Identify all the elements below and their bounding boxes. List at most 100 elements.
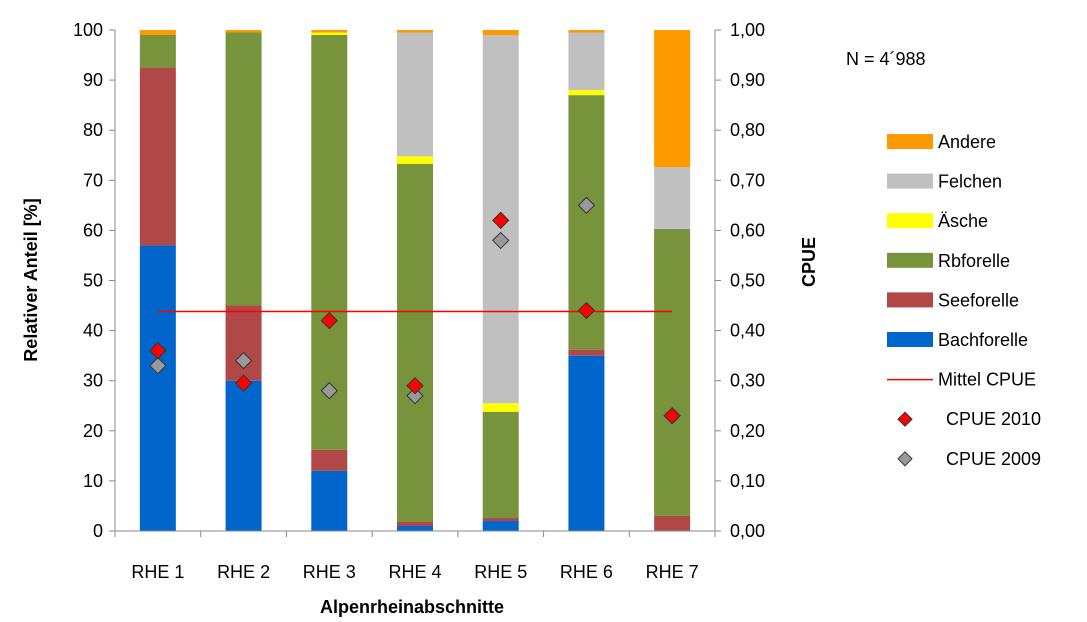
y-tick-label: 30 bbox=[83, 371, 103, 391]
y-tick-label: 20 bbox=[83, 421, 103, 441]
legend-item: CPUE 2009 bbox=[897, 449, 1041, 469]
legend-label: Mittel CPUE bbox=[938, 370, 1036, 390]
bar-segment-seeforelle-6 bbox=[568, 349, 605, 356]
bar-segment-bachforelle-5 bbox=[482, 520, 519, 531]
legend-item: Rbforelle bbox=[887, 251, 1010, 271]
y-tick-label: 60 bbox=[83, 220, 103, 240]
y-tick-label: 10 bbox=[83, 471, 103, 491]
x-tick-label: RHE 7 bbox=[646, 562, 699, 582]
legend-swatch bbox=[887, 213, 933, 229]
legend-item: Mittel CPUE bbox=[887, 370, 1036, 390]
y2-tick-label: 0,30 bbox=[730, 371, 765, 391]
x-tick-label: RHE 2 bbox=[217, 562, 270, 582]
bar-segment-andere-4 bbox=[397, 30, 433, 33]
y-axis-right: 0,00 0,10 0,20 0,30 0,40 0,50 0,60 0,70 0,80 0,90… bbox=[714, 20, 765, 541]
y2-tick-label: 0,60 bbox=[730, 220, 765, 240]
y2-tick-label: 0,40 bbox=[730, 321, 765, 341]
cpue-2010-marker-3 bbox=[320, 311, 338, 330]
y-tick-label: 50 bbox=[83, 271, 103, 291]
y-tick-label: 90 bbox=[83, 70, 103, 90]
bar-segment-andere-3 bbox=[311, 30, 348, 33]
legend-label: CPUE 2009 bbox=[946, 449, 1041, 469]
bar-segment-seeforelle-5 bbox=[482, 517, 519, 521]
bar-segment-bachforelle-4 bbox=[397, 525, 433, 531]
y2-tick-label: 0,90 bbox=[730, 70, 765, 90]
bar-segment-seeforelle-4 bbox=[397, 521, 433, 526]
y-tick-label: 100 bbox=[73, 20, 103, 40]
bar-segment-äsche-3 bbox=[311, 32, 348, 36]
y-tick-label: 40 bbox=[83, 321, 103, 341]
legend: Andere Felchen Äsche Rbforelle Seeforelle Bac… bbox=[887, 132, 1041, 469]
bar-segment-rbforelle-7 bbox=[654, 228, 691, 516]
legend-item: Andere bbox=[887, 132, 996, 152]
y2-tick-label: 0,00 bbox=[730, 521, 765, 541]
x-axis: RHE 1 RHE 2 RHE 3 RHE 4 RHE 5 RHE 6 RHE 7 bbox=[114, 530, 716, 582]
bar-segment-rbforelle-3 bbox=[311, 35, 348, 450]
cpue-2009-marker-1 bbox=[149, 356, 167, 375]
cpue-2010-marker-2 bbox=[234, 374, 253, 392]
legend-marker bbox=[897, 451, 913, 467]
bar-segment-seeforelle-2 bbox=[225, 305, 262, 381]
bar-segment-bachforelle-3 bbox=[311, 470, 348, 531]
x-tick-label: RHE 5 bbox=[474, 562, 527, 582]
bar-segment-rbforelle-2 bbox=[225, 32, 262, 306]
y2-tick-label: 1,00 bbox=[730, 20, 765, 40]
bar-segment-bachforelle-6 bbox=[568, 355, 605, 531]
cpue-2009-marker-4 bbox=[406, 387, 424, 405]
legend-marker bbox=[897, 411, 913, 427]
bar-segment-andere-1 bbox=[139, 30, 176, 36]
y2-tick-label: 0,80 bbox=[730, 120, 765, 140]
legend-item: Äsche bbox=[887, 211, 988, 231]
legend-item: CPUE 2010 bbox=[897, 409, 1041, 429]
legend-swatch bbox=[887, 134, 933, 149]
x-tick-label: RHE 1 bbox=[131, 562, 184, 582]
legend-swatch bbox=[887, 292, 933, 308]
y2-tick-label: 0,50 bbox=[730, 271, 765, 291]
cpue-2010-marker-7 bbox=[663, 407, 681, 425]
bar-segment-andere-6 bbox=[568, 30, 605, 33]
bar-segment-rbforelle-5 bbox=[482, 411, 519, 518]
x-tick-label: RHE 6 bbox=[560, 562, 613, 582]
x-tick-label: RHE 3 bbox=[303, 562, 356, 582]
legend-label: Felchen bbox=[938, 172, 1002, 192]
y2-tick-label: 0,20 bbox=[730, 421, 765, 441]
legend-label: Äsche bbox=[938, 211, 988, 231]
legend-label: Rbforelle bbox=[938, 251, 1010, 271]
legend-item: Felchen bbox=[887, 172, 1002, 192]
cpue-2010-marker-1 bbox=[149, 341, 167, 360]
x-axis-title: Alpenrheinabschnitte bbox=[320, 597, 504, 617]
bar-segment-rbforelle-4 bbox=[397, 163, 433, 522]
y2-tick-label: 0,70 bbox=[730, 170, 765, 190]
bar-segment-felchen-7 bbox=[654, 167, 691, 229]
x-tick-label: RHE 4 bbox=[388, 562, 441, 582]
bar-segment-äsche-6 bbox=[568, 90, 605, 96]
cpue-2010-marker-6 bbox=[577, 301, 596, 320]
bar-segment-felchen-4 bbox=[397, 32, 433, 157]
plot-area bbox=[139, 30, 691, 531]
y2-tick-label: 0,10 bbox=[730, 471, 765, 491]
legend-label: CPUE 2010 bbox=[946, 409, 1041, 429]
legend-swatch bbox=[887, 332, 933, 347]
bar-segment-andere-5 bbox=[482, 30, 519, 36]
cpue-2009-marker-6 bbox=[577, 196, 596, 215]
bar-segment-andere-7 bbox=[654, 30, 691, 168]
legend-swatch bbox=[887, 252, 933, 268]
legend-label: Seeforelle bbox=[938, 290, 1019, 310]
sample-size-annotation: N = 4´988 bbox=[846, 49, 926, 69]
cpue-2009-marker-2 bbox=[234, 351, 253, 370]
bar-segment-seeforelle-1 bbox=[139, 67, 176, 246]
bar-segment-bachforelle-2 bbox=[225, 380, 262, 531]
legend-label: Bachforelle bbox=[938, 330, 1028, 350]
legend-swatch bbox=[887, 173, 933, 189]
bar-segment-felchen-6 bbox=[568, 32, 605, 91]
cpue-2009-marker-3 bbox=[320, 382, 338, 400]
y-tick-label: 0 bbox=[93, 521, 103, 541]
y-axis-left: 0 10 20 30 40 50 60 70 80 90 100 bbox=[73, 20, 116, 541]
bar-segment-seeforelle-3 bbox=[311, 449, 348, 471]
y2-axis-title: CPUE bbox=[799, 237, 819, 287]
legend-label: Andere bbox=[938, 132, 996, 152]
bar-segment-äsche-4 bbox=[397, 156, 433, 164]
legend-item: Seeforelle bbox=[887, 290, 1019, 310]
y-tick-label: 70 bbox=[83, 170, 103, 190]
